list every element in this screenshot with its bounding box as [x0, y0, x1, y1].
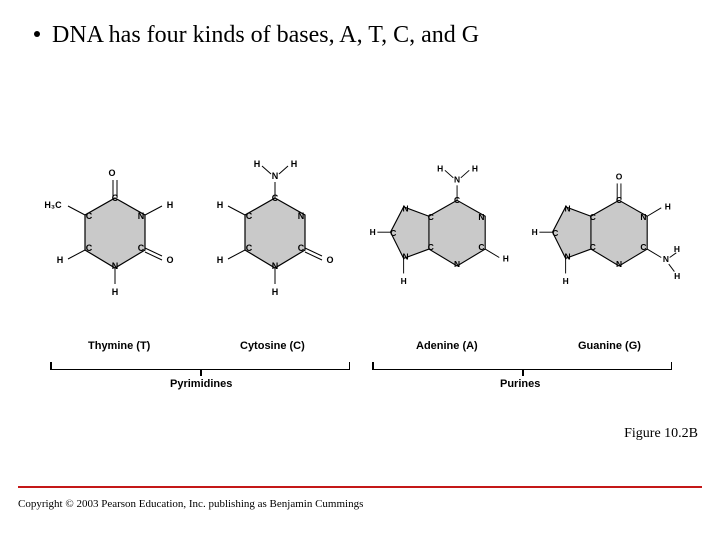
svg-text:N: N	[478, 212, 484, 222]
molecule-guanine: O H N H H H H C N C N C C N C N	[530, 160, 680, 310]
svg-text:C: C	[478, 242, 484, 252]
molecule-diagram-area: O H O H H H₃C C N C N C C	[40, 160, 680, 330]
svg-text:N: N	[616, 259, 622, 269]
group-label-pyrimidines: Pyrimidines	[170, 378, 232, 390]
molecule-adenine: N H H H H H C N C N C C N C N	[368, 160, 518, 310]
svg-text:H: H	[665, 202, 671, 212]
svg-text:C: C	[640, 242, 646, 252]
svg-text:O: O	[616, 172, 623, 182]
bracket-purines	[372, 362, 672, 370]
divider-rule	[18, 486, 702, 488]
svg-text:C: C	[112, 193, 119, 203]
svg-text:H: H	[563, 276, 569, 286]
svg-text:H: H	[112, 287, 119, 297]
heading-text: DNA has four kinds of bases, A, T, C, an…	[52, 22, 479, 48]
group-label-purines: Purines	[500, 378, 540, 390]
svg-text:H₃C: H₃C	[44, 200, 62, 210]
svg-text:N: N	[402, 204, 408, 214]
figure-reference: Figure 10.2B	[624, 426, 698, 442]
svg-text:N: N	[272, 171, 279, 181]
svg-text:O: O	[326, 255, 333, 265]
svg-text:C: C	[272, 193, 279, 203]
svg-text:H: H	[674, 244, 680, 254]
svg-text:H: H	[217, 255, 224, 265]
bracket-pyrimidines	[50, 362, 350, 370]
svg-text:N: N	[298, 211, 305, 221]
svg-text:N: N	[454, 175, 460, 185]
name-guanine: Guanine (G)	[578, 340, 641, 352]
svg-text:H: H	[167, 200, 174, 210]
svg-text:N: N	[663, 254, 669, 264]
bullet-icon	[34, 31, 40, 37]
svg-text:C: C	[86, 211, 93, 221]
svg-text:C: C	[138, 243, 145, 253]
name-adenine: Adenine (A)	[416, 340, 478, 352]
svg-text:H: H	[291, 160, 298, 169]
svg-text:H: H	[370, 227, 376, 237]
svg-text:H: H	[217, 200, 224, 210]
svg-text:H: H	[472, 163, 478, 173]
svg-text:H: H	[503, 253, 509, 263]
svg-text:C: C	[246, 243, 253, 253]
svg-text:H: H	[57, 255, 64, 265]
svg-text:C: C	[86, 243, 93, 253]
svg-text:N: N	[272, 261, 279, 271]
svg-text:N: N	[138, 211, 145, 221]
svg-text:H: H	[272, 287, 279, 297]
svg-text:C: C	[616, 195, 622, 205]
svg-text:N: N	[564, 251, 570, 261]
copyright-text: Copyright © 2003 Pearson Education, Inc.…	[18, 498, 363, 510]
svg-text:C: C	[454, 195, 460, 205]
name-thymine: Thymine (T)	[88, 340, 150, 352]
svg-text:C: C	[428, 212, 434, 222]
molecule-cytosine: N H H O H H H C N C N C C	[200, 160, 350, 310]
svg-text:C: C	[246, 211, 253, 221]
svg-text:H: H	[437, 163, 443, 173]
name-cytosine: Cytosine (C)	[240, 340, 305, 352]
svg-text:C: C	[590, 242, 596, 252]
group-brackets: Pyrimidines Purines	[40, 362, 680, 402]
svg-text:N: N	[112, 261, 119, 271]
svg-text:C: C	[428, 242, 434, 252]
svg-text:N: N	[564, 204, 570, 214]
svg-text:N: N	[640, 212, 646, 222]
svg-text:C: C	[552, 228, 558, 238]
svg-text:O: O	[108, 168, 115, 178]
svg-text:N: N	[402, 251, 408, 261]
svg-text:C: C	[298, 243, 305, 253]
svg-text:O: O	[166, 255, 173, 265]
molecule-thymine: O H O H H H₃C C N C N C C	[40, 160, 190, 310]
svg-text:H: H	[254, 160, 261, 169]
svg-text:C: C	[390, 228, 396, 238]
heading: DNA has four kinds of bases, A, T, C, an…	[34, 22, 479, 49]
svg-text:H: H	[401, 276, 407, 286]
svg-text:H: H	[532, 227, 538, 237]
svg-text:H: H	[674, 271, 680, 281]
svg-text:C: C	[590, 212, 596, 222]
svg-text:N: N	[454, 259, 460, 269]
